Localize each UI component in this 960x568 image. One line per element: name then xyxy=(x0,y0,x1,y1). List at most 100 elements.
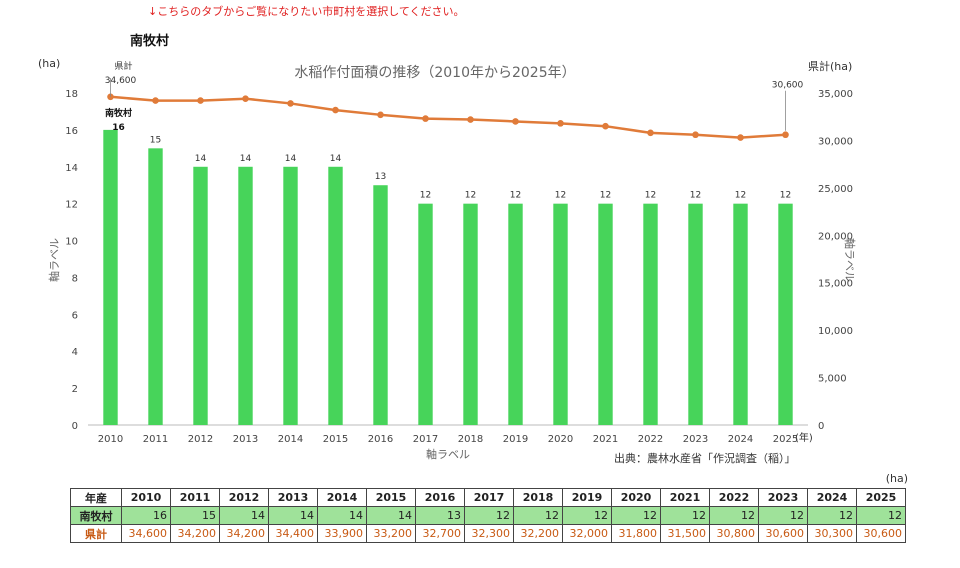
table-pref-cell: 34,200 xyxy=(170,524,220,543)
table-pref-cell: 31,800 xyxy=(611,524,661,543)
bar-2019 xyxy=(508,203,523,425)
left-tick-label: 16 xyxy=(65,126,78,137)
bar-value-label: 14 xyxy=(285,154,297,164)
left-tick-label: 12 xyxy=(65,200,78,211)
left-axis-title: 軸ラベル xyxy=(47,238,61,282)
table-town-cell: 12 xyxy=(513,506,563,525)
table-year-cell: 2011 xyxy=(170,488,220,507)
last-point-value-label: 30,600 xyxy=(772,81,804,91)
bar-2012 xyxy=(193,166,208,425)
pref-point-2020 xyxy=(557,120,564,127)
right-tick-label: 25,000 xyxy=(818,184,853,195)
left-tick-label: 8 xyxy=(72,273,78,284)
table-year-cell: 2012 xyxy=(219,488,269,507)
first-bar-value-label: 16 xyxy=(112,123,125,133)
right-tick-label: 10,000 xyxy=(818,326,853,337)
table-pref-cell: 30,600 xyxy=(856,524,906,543)
table-year-cell: 2010 xyxy=(121,488,171,507)
table-year-cell: 2022 xyxy=(709,488,759,507)
right-axis-unit: 県計(ha) xyxy=(808,59,852,73)
table-pref-label: 県計 xyxy=(70,524,122,543)
pref-point-2019 xyxy=(512,118,519,125)
pref-point-2021 xyxy=(602,122,609,130)
bar-value-label: 12 xyxy=(735,191,746,201)
table-year-row: 年産 2010 2011 2012 2013 2014 2015 2016 2017 2018 2… xyxy=(70,488,906,507)
bar-value-label: 13 xyxy=(375,172,386,182)
x-tick-label: 2024 xyxy=(728,434,753,445)
table-pref-row: 県計 34,600 34,200 34,200 34,400 33,900 33,200 3… xyxy=(70,524,906,543)
table-pref-cell: 31,500 xyxy=(660,524,710,543)
area-trend-chart: 水稲作付面積の推移（2010年から2025年） (ha) 県計(ha) 軸ラベル… xyxy=(38,57,857,465)
source-note: 出典：農林水産省「作況調査（稲）」 xyxy=(614,451,796,465)
table-year-cell: 2017 xyxy=(464,488,514,507)
pref-point-2025 xyxy=(782,131,789,139)
bar-value-label: 12 xyxy=(600,191,611,201)
bar-2013 xyxy=(238,166,253,425)
first-bar-series-label: 南牧村 xyxy=(105,107,132,119)
x-tick-label: 2016 xyxy=(368,434,393,445)
pref-point-2013 xyxy=(242,95,249,102)
first-point-value-label: 34,600 xyxy=(105,76,137,86)
left-tick-label: 2 xyxy=(72,384,78,395)
table-header-label: 年産 xyxy=(70,488,122,507)
x-tick-label: 2011 xyxy=(143,434,168,445)
bar-value-label: 12 xyxy=(645,191,656,201)
x-tick-label: 2010 xyxy=(98,434,123,445)
table-town-cell: 12 xyxy=(660,506,710,525)
table-year-cell: 2025 xyxy=(856,488,906,507)
table-town-cell: 16 xyxy=(121,506,171,525)
pref-point-2015 xyxy=(332,106,339,114)
x-tick-label: 2012 xyxy=(188,434,213,445)
town-heading: 南牧村 xyxy=(130,34,170,49)
bar-2024 xyxy=(733,203,748,425)
bar-2015 xyxy=(328,166,343,425)
table-town-cell: 14 xyxy=(219,506,269,525)
bar-value-label: 12 xyxy=(690,191,701,201)
table-town-cell: 12 xyxy=(464,506,514,525)
left-tick-label: 10 xyxy=(65,237,78,248)
selection-notice: ↓こちらのタブからご覧になりたい市町村を選択してください。 xyxy=(148,5,465,18)
x-tick-label: 2015 xyxy=(323,434,348,445)
table-town-cell: 12 xyxy=(856,506,906,525)
table-town-cell: 12 xyxy=(807,506,857,525)
right-tick-label: 35,000 xyxy=(818,89,853,100)
right-axis-title: 軸ラベル xyxy=(843,238,857,282)
bar-2014 xyxy=(283,166,298,425)
x-tick-label: 2020 xyxy=(548,434,573,445)
bar-value-label: 14 xyxy=(195,154,207,164)
table-town-cell: 14 xyxy=(268,506,318,525)
bar-value-label: 12 xyxy=(465,191,476,201)
chart-title: 水稲作付面積の推移（2010年から2025年） xyxy=(294,65,575,81)
table-town-cell: 12 xyxy=(611,506,661,525)
table-pref-cell: 30,300 xyxy=(807,524,857,543)
left-tick-label: 0 xyxy=(72,421,78,432)
bar-value-label: 12 xyxy=(555,191,566,201)
left-tick-label: 14 xyxy=(65,163,78,174)
bar-2016 xyxy=(373,185,388,425)
x-axis-unit: (年) xyxy=(795,431,813,444)
pref-point-2022 xyxy=(647,129,654,137)
right-tick-label: 20,000 xyxy=(818,231,853,242)
right-tick-label: 5,000 xyxy=(818,374,847,385)
pref-point-2016 xyxy=(377,111,384,119)
table-year-cell: 2015 xyxy=(366,488,416,507)
bar-value-label: 14 xyxy=(240,154,252,164)
pref-point-2017 xyxy=(422,115,429,122)
data-table: 年産 2010 2011 2012 2013 2014 2015 2016 2017 2018 2… xyxy=(70,488,906,543)
table-pref-cell: 33,200 xyxy=(366,524,416,543)
bar-value-label: 15 xyxy=(150,135,161,145)
pref-point-2023 xyxy=(692,131,699,139)
table-town-cell: 12 xyxy=(758,506,808,525)
left-tick-label: 4 xyxy=(72,347,78,358)
table-town-label: 南牧村 xyxy=(70,506,122,525)
x-tick-label: 2023 xyxy=(683,434,708,445)
bar-value-label: 12 xyxy=(510,191,521,201)
left-axis-unit: (ha) xyxy=(38,57,60,70)
table-year-cell: 2016 xyxy=(415,488,465,507)
table-town-cell: 13 xyxy=(415,506,465,525)
left-tick-label: 6 xyxy=(72,310,78,321)
table-town-row: 南牧村 16 15 14 14 14 14 13 12 12 12 12 12 12 12 12 12 xyxy=(70,506,906,525)
table-town-cell: 12 xyxy=(709,506,759,525)
table-year-cell: 2020 xyxy=(611,488,661,507)
x-tick-label: 2021 xyxy=(593,434,618,445)
